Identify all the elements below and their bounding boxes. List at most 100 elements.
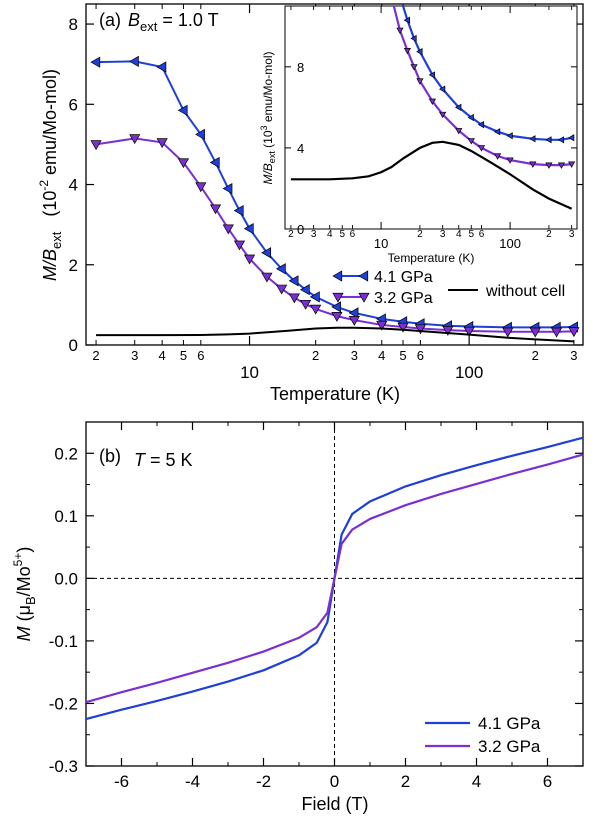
inset-ylabel-part: 3	[259, 125, 269, 130]
data-marker	[288, 293, 300, 304]
y-tick-label: 8	[69, 15, 78, 34]
panel-b-legend: 4.1 GPa 3.2 GPa	[425, 714, 541, 756]
data-marker	[299, 284, 310, 296]
inset-data-marker	[529, 161, 537, 168]
data-marker	[261, 247, 272, 259]
inset-series-line-1	[392, 6, 572, 167]
inset-y-tick-label: 8	[297, 60, 304, 75]
data-marker	[414, 324, 427, 335]
inset-data-marker	[403, 47, 412, 55]
y-tick-label: 0	[69, 336, 78, 355]
panel-a-ylabel: M/Bext (10-2 emu/Mo-mol)	[37, 69, 64, 281]
y-tick-label: 0.0	[54, 569, 78, 588]
inset-x-minor-tick-label: 4	[456, 229, 462, 240]
inset-xlabel: Temperature (K)	[388, 251, 475, 265]
data-marker	[243, 223, 254, 235]
inset-x-minor-tick-label: 2	[288, 229, 294, 240]
data-marker	[90, 140, 102, 151]
panel-a-annotation: Bext = 1.0 T	[128, 10, 219, 34]
data-marker	[195, 128, 205, 140]
x-minor-tick-label: 2	[92, 348, 99, 363]
x-minor-tick-label: 4	[159, 348, 166, 363]
x-tick-label: -2	[256, 772, 271, 791]
data-marker	[376, 320, 388, 331]
x-minor-tick-label: 5	[180, 348, 187, 363]
inset-ylabel-part: (10	[261, 130, 275, 151]
panel-a-xlabel: Temperature (K)	[270, 384, 400, 404]
data-marker	[442, 326, 454, 336]
inset-data-marker	[545, 162, 553, 169]
legend-label: 3.2 GPa	[478, 737, 541, 756]
inset-y-tick-label: 4	[297, 141, 304, 156]
inset-data-marker	[506, 132, 513, 140]
legend-label: 4.1 GPa	[374, 269, 433, 286]
inset-data-marker	[477, 120, 485, 129]
data-marker	[550, 327, 563, 338]
legend-label: 4.1 GPa	[478, 714, 541, 733]
data-marker	[177, 158, 190, 169]
inset-data-marker	[416, 48, 423, 56]
data-marker	[156, 138, 168, 149]
inset-x-minor-tick-label: 5	[468, 229, 474, 240]
x-minor-tick-label: 2	[312, 348, 319, 363]
inset-series-line-2	[290, 140, 573, 210]
panel-b: -6 -4 -2 0 2 4 6 -0.3 -0.2 -0.1 0.0 0.1 0.2 4.1 GPa 3…	[11, 421, 584, 814]
legend-marker	[358, 292, 370, 303]
inset-data-marker	[493, 128, 501, 136]
y-tick-label: 2	[69, 256, 78, 275]
series-line-2	[96, 326, 574, 343]
x-tick-label: -6	[114, 772, 129, 791]
inset-data-marker	[403, 16, 411, 24]
inset-data-marker	[506, 157, 514, 164]
data-marker	[243, 254, 256, 265]
inset-y-tick-label: 0	[297, 222, 304, 237]
x-tick-label: -4	[185, 772, 200, 791]
inset-x-minor-tick-label: 3	[440, 229, 446, 240]
data-marker	[129, 134, 141, 145]
panel-a-legend: 4.1 GPa 3.2 GPa without cell	[332, 269, 565, 307]
panel-b-annotation: T = 5 K	[134, 450, 193, 470]
x-minor-tick-label: 5	[399, 348, 406, 363]
data-marker	[195, 182, 207, 193]
inset-x-minor-tick-label: 3	[569, 229, 575, 240]
x-minor-tick-label: 4	[378, 348, 385, 363]
data-marker	[502, 327, 514, 338]
x-major-tick-label: 10	[240, 363, 259, 382]
data-marker	[177, 104, 188, 116]
x-tick-label: 4	[472, 772, 481, 791]
inset-ylabel-part: emu/Mo-mol)	[261, 51, 275, 125]
panel-b-ylabel: M (μB/Mo5+)	[11, 547, 38, 642]
inset-data-marker	[493, 153, 502, 160]
data-marker	[288, 275, 299, 287]
panel-a-frame	[85, 3, 584, 346]
data-marker	[276, 284, 288, 295]
series-line-1	[85, 453, 584, 704]
y-tick-label: -0.3	[49, 757, 78, 776]
inset-data-marker	[557, 136, 565, 144]
data-marker	[233, 240, 246, 251]
x-minor-tick-label: 3	[131, 348, 138, 363]
inset-data-marker	[567, 134, 575, 142]
data-marker	[397, 322, 409, 333]
inset-x-minor-tick-label: 6	[350, 229, 356, 240]
y-tick-label: -0.1	[49, 632, 78, 651]
x-tick-label: 0	[330, 772, 339, 791]
legend-label: without cell	[485, 283, 565, 300]
data-marker	[90, 56, 101, 68]
x-tick-label: 2	[401, 772, 410, 791]
panel-b-xlabel: Field (T)	[302, 794, 369, 814]
inset-data	[290, 6, 576, 210]
panel-b-data	[85, 436, 584, 721]
data-marker	[463, 326, 475, 337]
data-marker	[568, 327, 580, 338]
x-minor-tick-label: 3	[570, 348, 577, 363]
inset-data-marker	[428, 98, 437, 105]
panel-a-data	[90, 55, 580, 343]
x-minor-tick-label: 6	[197, 348, 204, 363]
inset-x-major-tick-label: 10	[374, 236, 388, 251]
data-marker	[299, 299, 312, 310]
inset-data-marker	[557, 162, 566, 169]
inset-data-marker	[438, 85, 446, 93]
y-tick-label: 0.1	[54, 507, 78, 526]
